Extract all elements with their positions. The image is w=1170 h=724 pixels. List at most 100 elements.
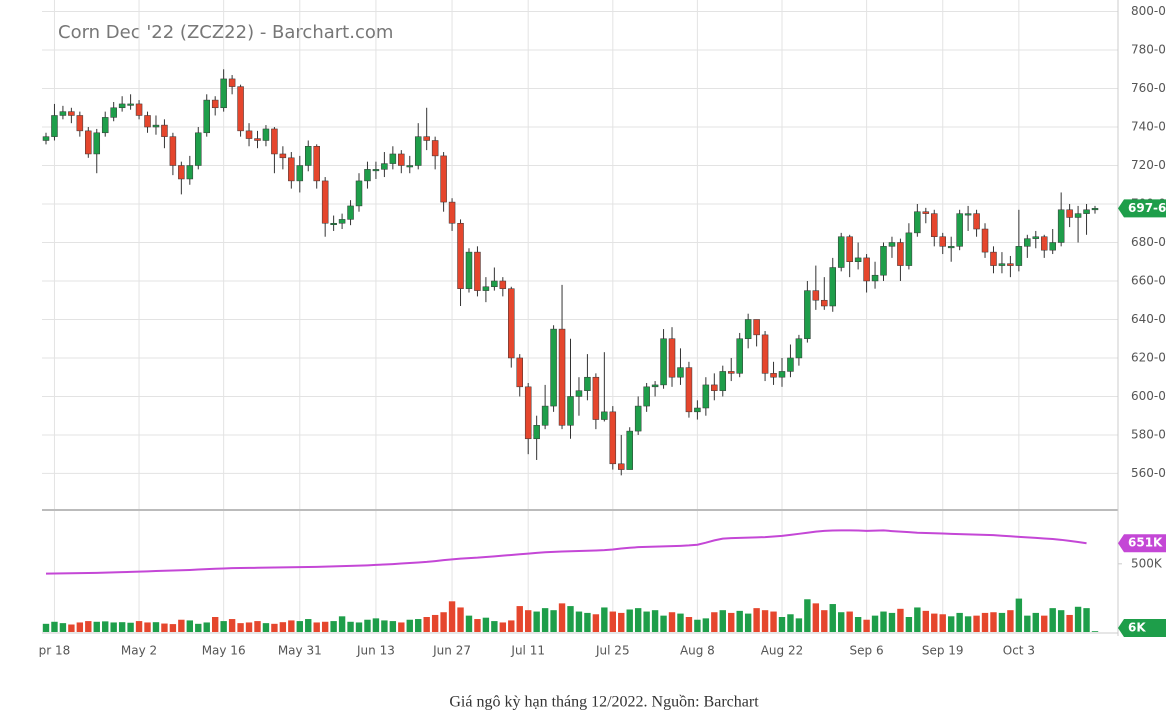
volume-bar [1041,615,1048,632]
candle-body [634,405,642,432]
volume-bar [1091,631,1099,632]
candle-body [643,386,650,407]
candle-body [1015,246,1023,266]
candle-body [931,213,938,237]
candle-body [575,390,583,397]
x-tick-label: Sep 6 [850,644,884,658]
volume-bar [203,622,210,632]
candle-body [1066,209,1073,218]
candle-body [245,130,253,139]
candle-body [178,165,185,180]
candle-body [1049,242,1056,251]
volume-bar [1074,606,1082,632]
candle-body [313,146,320,182]
candle-body [118,103,126,109]
volume-bar [525,610,532,632]
volume-bar [660,615,667,632]
x-tick-label: Oct 3 [1003,644,1035,658]
candle-body [254,138,261,141]
candle-body [152,124,160,128]
candle-body [51,115,58,137]
volume-bar [313,622,320,632]
y-tick-label: 780-0 [1131,43,1166,57]
candle-body [584,376,591,391]
volume-bar [68,624,75,632]
volume-bar [795,618,803,632]
volume-bar [1066,614,1073,632]
volume-bar [973,615,980,632]
candle-body [854,257,862,262]
candle-body [702,384,710,409]
candle-body [220,78,227,109]
volume-bar [347,621,354,632]
volume-bar [558,603,566,632]
candle-body [863,257,870,282]
candle-body [778,371,786,378]
volume-bar [829,604,836,632]
volume-bar [575,611,583,632]
y-tick-label: 660-0 [1131,273,1166,287]
candle-body [76,115,84,132]
volume-bar [863,619,870,632]
volume-bar [939,614,946,632]
volume-bar [406,619,413,632]
candle-body [423,136,430,141]
volume-bar [685,617,693,632]
candle-body [474,251,481,291]
volume-bar [51,621,58,632]
volume-bar [296,621,303,632]
candle-body [431,140,439,157]
volume-bar [634,608,642,632]
volume-bar [85,621,92,632]
caption: Giá ngô kỳ hạn tháng 12/2022. Nguồn: Bar… [449,694,759,711]
oi-tag [1118,534,1166,553]
volume-bar [728,612,735,632]
candle-body [821,299,828,307]
volume-bar [364,619,371,632]
volume-bar [711,612,718,632]
candle-body [305,146,312,166]
candle-body [228,78,236,87]
candle-body [897,242,904,266]
volume-bar [211,617,219,632]
candle-body [947,246,955,249]
candle-body [744,319,752,339]
candle-body [905,232,913,266]
candle-body [787,357,794,372]
price-tag [1118,199,1166,218]
chart-title: Corn Dec '22 (ZCZ22) - Barchart.com [58,22,393,43]
candle-body [922,211,930,214]
volume-bar [601,607,608,632]
candle-body [1024,238,1031,247]
volume-bar [415,619,422,632]
volume-bar [702,618,710,632]
volume-bar [135,621,143,632]
volume-bar [499,622,507,632]
candle-body [533,425,540,440]
candle-body [1083,209,1090,214]
candle-body [668,338,676,378]
y2-tick-label: 500K [1131,556,1163,570]
candle-body [288,157,295,182]
volume-bar [651,610,659,632]
volume-bar [279,622,287,632]
volume-bar [305,619,312,632]
volume-bar [254,621,261,632]
volume-bar [609,611,616,632]
candle-body [127,103,134,106]
candle-body [211,99,219,109]
candle-body [1040,236,1048,251]
y-tick-label: 740-0 [1131,120,1166,134]
volume-bar [271,623,278,632]
volume-bar [914,607,921,632]
candle-body [338,219,346,224]
candle-body [973,213,980,230]
candle-body [93,132,101,155]
volume-bar [533,611,540,632]
candle-body [406,165,414,168]
volume-bar [787,614,794,632]
volume-bar [93,621,100,632]
volume-bar [127,622,134,632]
candle-body [711,384,718,391]
candle-body [981,228,989,253]
